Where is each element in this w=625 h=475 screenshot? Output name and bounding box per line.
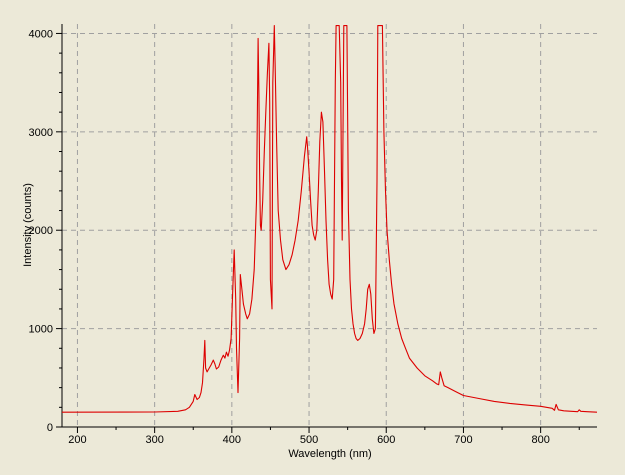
x-tick-label: 400 — [223, 434, 241, 446]
y-tick-label: 3000 — [29, 127, 53, 139]
tick-labels: 200 300 400 500 600 700 800 0 1000 2000 3000 4000 — [29, 28, 550, 446]
x-tick-label: 700 — [454, 434, 472, 446]
x-tick-label: 300 — [145, 434, 163, 446]
x-tick-label: 200 — [68, 434, 86, 446]
y-tick-label: 0 — [47, 422, 53, 434]
y-tick-label: 4000 — [29, 28, 53, 40]
x-tick-label: 600 — [377, 434, 395, 446]
series-layer — [61, 25, 598, 413]
y-tick-label: 2000 — [29, 225, 53, 237]
grid-lines — [62, 24, 597, 427]
tick-marks — [56, 32, 580, 433]
spectrum-line — [61, 25, 598, 413]
plot-area — [62, 24, 597, 427]
x-tick-label: 800 — [531, 434, 549, 446]
y-tick-label: 1000 — [29, 324, 53, 336]
x-tick-label: 500 — [300, 434, 318, 446]
y-axis-label: Intensity (counts) — [22, 183, 34, 267]
axes — [61, 24, 597, 428]
x-axis-label: Wavelength (nm) — [288, 448, 371, 460]
